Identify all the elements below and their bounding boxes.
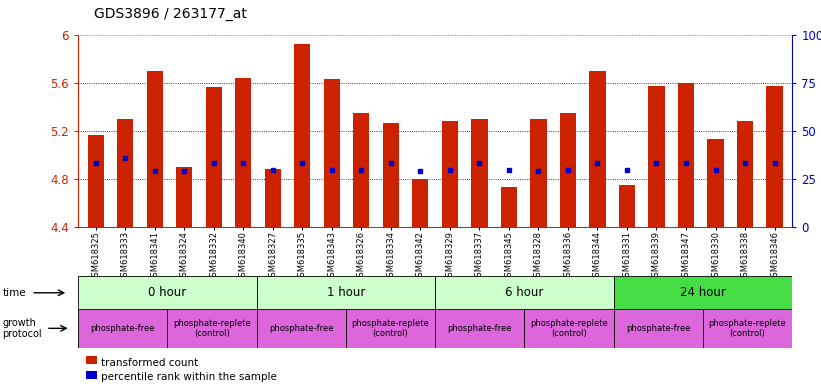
Bar [235,78,251,227]
Bar [530,119,547,227]
Bar [264,169,281,227]
Text: phosphate-free: phosphate-free [269,324,333,333]
Text: phosphate-free: phosphate-free [90,324,155,333]
Bar [435,309,525,348]
Text: phosphate-replete
(control): phosphate-replete (control) [173,319,250,338]
Bar [614,276,792,309]
Bar [205,88,222,227]
Text: growth
protocol: growth protocol [2,318,42,339]
Bar [353,113,369,227]
Bar [412,179,429,227]
Bar [560,113,576,227]
Bar [167,309,257,348]
Text: phosphate-free: phosphate-free [626,324,690,333]
Bar [346,309,435,348]
Bar [525,309,614,348]
Bar [614,309,703,348]
Text: 24 hour: 24 hour [680,286,726,299]
Bar [435,276,614,309]
Bar [177,167,192,227]
Bar [767,86,782,227]
Text: transformed count: transformed count [101,358,198,368]
Bar [501,187,517,227]
Text: phosphate-replete
(control): phosphate-replete (control) [530,319,608,338]
Text: phosphate-replete
(control): phosphate-replete (control) [351,319,429,338]
Bar [708,139,723,227]
Bar [383,123,399,227]
Bar [737,121,753,227]
Text: 6 hour: 6 hour [505,286,544,299]
Text: phosphate-replete
(control): phosphate-replete (control) [709,319,787,338]
Bar [471,119,488,227]
Bar [78,309,167,348]
Bar [86,356,98,364]
Bar [678,83,694,227]
Bar [703,309,792,348]
Bar [323,79,340,227]
Bar [78,276,257,309]
Bar [619,185,635,227]
Bar [257,276,435,309]
Text: GDS3896 / 263177_at: GDS3896 / 263177_at [94,7,247,21]
Bar [88,136,103,227]
Text: 0 hour: 0 hour [148,286,186,299]
Bar [442,121,458,227]
Bar [86,371,98,379]
Text: time: time [2,288,26,298]
Bar [589,71,606,227]
Bar [117,119,133,227]
Text: percentile rank within the sample: percentile rank within the sample [101,372,277,382]
Text: phosphate-free: phosphate-free [447,324,512,333]
Bar [294,44,310,227]
Bar [649,86,665,227]
Bar [147,71,163,227]
Text: 1 hour: 1 hour [327,286,365,299]
Bar [257,309,346,348]
